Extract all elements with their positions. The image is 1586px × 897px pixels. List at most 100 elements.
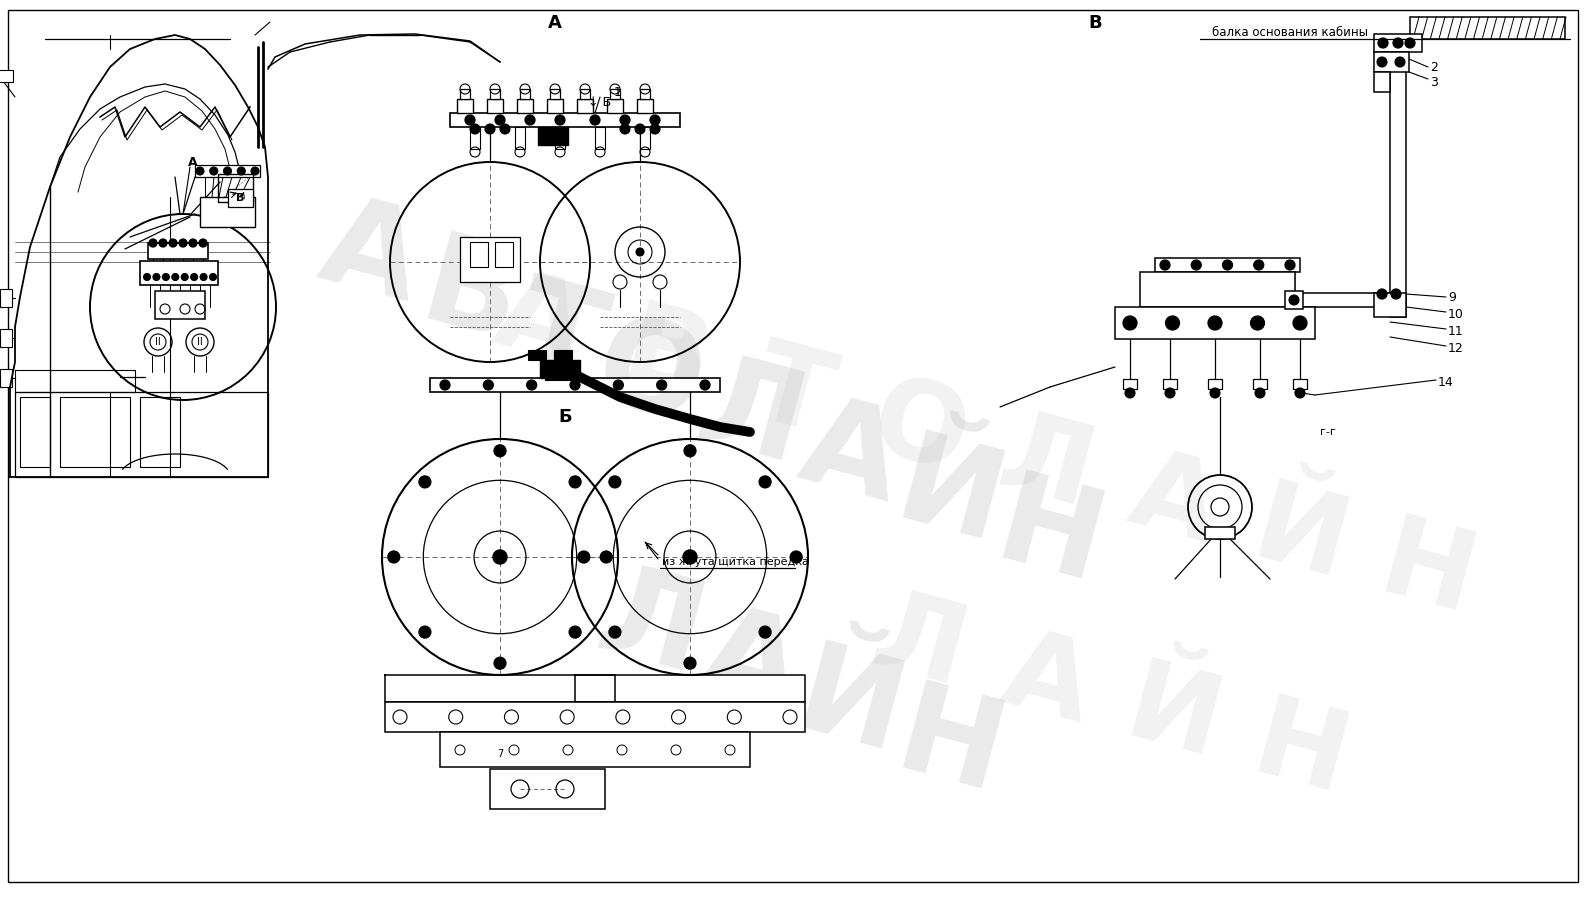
Bar bbox=[1253, 379, 1267, 389]
Circle shape bbox=[181, 274, 189, 281]
Text: ↓ Б: ↓ Б bbox=[588, 95, 612, 109]
Circle shape bbox=[389, 551, 400, 563]
Circle shape bbox=[1123, 316, 1137, 330]
Text: из жгута щитка передка: из жгута щитка передка bbox=[661, 557, 809, 567]
Text: А: А bbox=[189, 155, 198, 169]
Bar bbox=[439, 732, 750, 767]
Circle shape bbox=[200, 274, 208, 281]
Bar bbox=[1155, 258, 1301, 272]
Bar bbox=[200, 197, 255, 227]
Circle shape bbox=[485, 124, 495, 134]
Circle shape bbox=[1250, 316, 1264, 330]
Bar bbox=[1373, 34, 1423, 52]
Circle shape bbox=[197, 167, 205, 175]
Text: 10: 10 bbox=[1448, 308, 1464, 320]
Bar bbox=[385, 702, 806, 732]
Bar bbox=[60, 397, 130, 467]
Polygon shape bbox=[576, 675, 806, 702]
Bar bbox=[487, 99, 503, 113]
Text: 9: 9 bbox=[1448, 291, 1456, 303]
Circle shape bbox=[1405, 38, 1415, 48]
Circle shape bbox=[1378, 38, 1388, 48]
Circle shape bbox=[500, 124, 511, 134]
Circle shape bbox=[1377, 57, 1388, 67]
Circle shape bbox=[699, 380, 711, 390]
Circle shape bbox=[614, 380, 623, 390]
Circle shape bbox=[636, 248, 644, 256]
Circle shape bbox=[1166, 316, 1180, 330]
Circle shape bbox=[439, 380, 450, 390]
Circle shape bbox=[620, 124, 630, 134]
Bar bbox=[554, 350, 573, 360]
Text: 3: 3 bbox=[1431, 75, 1439, 89]
Text: II: II bbox=[155, 337, 160, 347]
Circle shape bbox=[1159, 260, 1170, 270]
Circle shape bbox=[1393, 38, 1404, 48]
Text: Л: Л bbox=[584, 555, 715, 699]
Bar bbox=[14, 370, 135, 392]
Bar bbox=[1205, 527, 1235, 539]
Circle shape bbox=[1377, 289, 1388, 299]
Bar bbox=[217, 174, 254, 202]
Circle shape bbox=[224, 167, 232, 175]
Circle shape bbox=[569, 626, 580, 638]
Circle shape bbox=[609, 626, 620, 638]
Bar bbox=[1301, 293, 1389, 307]
Text: В: В bbox=[611, 296, 722, 422]
Circle shape bbox=[209, 167, 217, 175]
Bar bbox=[555, 127, 565, 149]
Circle shape bbox=[493, 550, 508, 564]
Bar bbox=[495, 242, 512, 267]
Text: Б: Б bbox=[558, 408, 573, 426]
Text: А: А bbox=[688, 596, 812, 738]
Text: Н: Н bbox=[883, 675, 1017, 819]
Circle shape bbox=[650, 124, 660, 134]
Bar bbox=[641, 127, 650, 149]
Text: 7: 7 bbox=[496, 749, 503, 759]
Circle shape bbox=[577, 551, 590, 563]
Bar bbox=[155, 291, 205, 319]
Text: В: В bbox=[236, 193, 244, 203]
Bar bbox=[550, 89, 560, 99]
Text: 2: 2 bbox=[1431, 60, 1439, 74]
Text: Н: Н bbox=[1242, 690, 1359, 817]
Circle shape bbox=[527, 380, 536, 390]
Circle shape bbox=[179, 239, 187, 247]
Bar bbox=[457, 99, 473, 113]
Circle shape bbox=[170, 239, 178, 247]
Bar bbox=[607, 99, 623, 113]
Bar bbox=[539, 360, 580, 378]
Circle shape bbox=[469, 124, 481, 134]
Circle shape bbox=[159, 239, 167, 247]
Bar bbox=[595, 127, 604, 149]
Circle shape bbox=[484, 380, 493, 390]
Text: А: А bbox=[1118, 440, 1229, 565]
Circle shape bbox=[1391, 289, 1400, 299]
Bar bbox=[517, 99, 533, 113]
Bar bbox=[21, 397, 51, 467]
Circle shape bbox=[525, 115, 534, 125]
Bar bbox=[147, 243, 208, 259]
Bar bbox=[1410, 17, 1565, 39]
Bar bbox=[611, 89, 620, 99]
Circle shape bbox=[143, 274, 151, 281]
Circle shape bbox=[555, 115, 565, 125]
Bar bbox=[450, 113, 680, 127]
Circle shape bbox=[149, 239, 157, 247]
Circle shape bbox=[1166, 388, 1175, 398]
Circle shape bbox=[1255, 260, 1264, 270]
Bar bbox=[14, 392, 268, 477]
Text: 11: 11 bbox=[1448, 325, 1464, 337]
Text: Й: Й bbox=[883, 425, 1017, 569]
Circle shape bbox=[171, 274, 179, 281]
Circle shape bbox=[162, 274, 170, 281]
Circle shape bbox=[1293, 316, 1307, 330]
Bar bbox=[1163, 379, 1177, 389]
Text: Л: Л bbox=[988, 403, 1105, 530]
Text: II: II bbox=[197, 337, 203, 347]
Text: О: О bbox=[584, 305, 717, 449]
Bar bbox=[0, 329, 13, 347]
Circle shape bbox=[251, 167, 259, 175]
Text: 1: 1 bbox=[614, 85, 622, 99]
Bar bbox=[430, 378, 720, 392]
